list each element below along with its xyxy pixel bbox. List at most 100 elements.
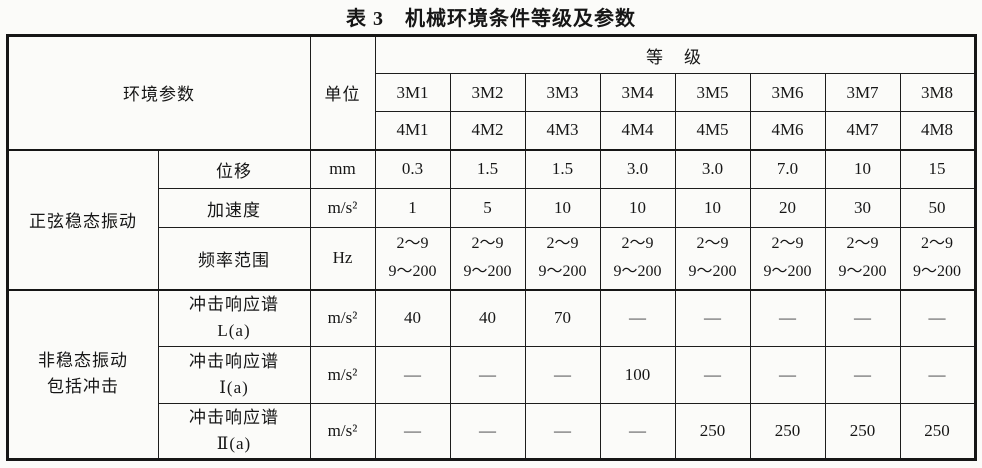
value-cell: 2～9 9～200 — [674, 227, 751, 290]
group-label-line1: 非稳态振动 — [38, 351, 128, 371]
freq-low: 2～9 — [696, 235, 729, 253]
row-srs-2: 冲击响应谱 Ⅱ(a) m/s² — — — — 250 250 250 250 — [7, 403, 976, 460]
grade-code-cell: 3M3 — [524, 73, 601, 112]
freq-high: 9～200 — [613, 263, 662, 281]
group-label-line2: 包括冲击 — [47, 377, 119, 397]
freq-low: 2～9 — [771, 235, 804, 253]
value-cell: 40 — [449, 288, 526, 347]
value-cell: 10 — [674, 188, 751, 228]
grade-code-cell: 3M5 — [674, 73, 751, 112]
value-cell: — — [899, 346, 976, 404]
freq-high: 9～200 — [538, 263, 587, 281]
table-title: 表 3 机械环境条件等级及参数 — [346, 8, 636, 30]
grade-code-cell: 4M4 — [599, 111, 676, 150]
value-cell: 100 — [599, 346, 676, 404]
value-cell: — — [524, 403, 601, 460]
value-cell: 1 — [374, 188, 451, 228]
grade-header-cell: 等 级 — [374, 35, 976, 74]
value-cell: 1.5 — [449, 148, 526, 189]
freq-high: 9～200 — [388, 263, 437, 281]
param-line2: Ⅱ(a) — [216, 434, 252, 453]
grade-code-cell: 4M1 — [374, 111, 451, 150]
value-cell: — — [374, 403, 451, 460]
grade-code-cell: 4M8 — [899, 111, 976, 150]
freq-high: 9～200 — [763, 263, 812, 281]
param-header-cell: 环境参数 — [6, 35, 311, 150]
freq-low: 2～9 — [471, 235, 504, 253]
value-cell: 70 — [524, 288, 601, 347]
param-cell: 冲击响应谱 L(a) — [157, 288, 311, 347]
value-cell: — — [824, 346, 901, 404]
value-cell: 10 — [524, 188, 601, 228]
grade-code-cell: 4M5 — [674, 111, 751, 150]
grade-code-cell: 4M2 — [449, 111, 526, 150]
value-cell: 2～9 9～200 — [524, 227, 601, 290]
freq-low: 2～9 — [621, 235, 654, 253]
value-cell: 2～9 9～200 — [449, 227, 526, 290]
group-nonsteady-vibration-cell: 非稳态振动 包括冲击 — [6, 288, 159, 460]
row-displacement: 正弦稳态振动 位移 mm 0.3 1.5 1.5 3.0 3.0 7.0 10 … — [6, 148, 976, 290]
value-cell: 30 — [824, 188, 901, 228]
param-line1: 冲击响应谱 — [189, 295, 279, 315]
unit-cell: mm — [309, 148, 376, 189]
freq-low: 2～9 — [920, 235, 953, 253]
value-cell: — — [674, 346, 751, 404]
unit-cell: m/s² — [309, 288, 376, 347]
grade-code-cell: 3M2 — [449, 73, 526, 112]
grade-code-cell: 3M1 — [374, 73, 451, 112]
grade-code-cell: 3M6 — [749, 73, 826, 112]
value-cell: 40 — [374, 288, 451, 347]
grade-code-cell: 3M8 — [899, 73, 976, 112]
header-row-4m: 4M1 4M2 4M3 4M4 4M5 4M6 4M7 4M8 — [7, 111, 976, 150]
value-cell: — — [374, 346, 451, 404]
unit-cell: m/s² — [309, 403, 376, 460]
value-cell: 250 — [674, 403, 751, 460]
param-line2: Ⅰ(a) — [219, 378, 249, 397]
freq-low: 2～9 — [846, 235, 879, 253]
value-cell: 10 — [599, 188, 676, 228]
value-cell: 7.0 — [749, 148, 826, 189]
value-cell: 2～9 9～200 — [749, 227, 826, 290]
value-cell: 2～9 9～200 — [899, 227, 976, 290]
freq-low: 2～9 — [396, 235, 429, 253]
unit-cell: m/s² — [309, 346, 376, 404]
value-cell: 20 — [749, 188, 826, 228]
value-cell: 1.5 — [524, 148, 601, 189]
freq-high: 9～200 — [688, 263, 737, 281]
value-cell: — — [749, 288, 826, 347]
value-cell: 10 — [824, 148, 901, 189]
value-cell: — — [824, 288, 901, 347]
unit-header-cell: 单位 — [309, 35, 376, 150]
value-cell: 250 — [749, 403, 826, 460]
value-cell: — — [599, 288, 676, 347]
value-cell: — — [449, 346, 526, 404]
freq-high: 9～200 — [463, 263, 512, 281]
unit-cell: Hz — [309, 227, 376, 290]
value-cell: 2～9 9～200 — [599, 227, 676, 290]
grade-code-cell: 4M6 — [749, 111, 826, 150]
value-cell: 0.3 — [374, 148, 451, 189]
value-cell: 250 — [899, 403, 976, 460]
value-cell: 250 — [824, 403, 901, 460]
value-cell: 2～9 9～200 — [374, 227, 451, 290]
param-cell: 位移 — [157, 148, 311, 189]
param-cell: 频率范围 — [157, 227, 311, 290]
environment-parameters-table: 环境参数 单位 等 级 3M1 3M2 3M3 3M4 3M5 3M6 3M7 … — [5, 34, 977, 461]
param-cell: 加速度 — [157, 188, 311, 228]
row-acceleration: 加速度 m/s² 1 5 10 10 10 20 30 50 — [7, 188, 976, 228]
value-cell: 50 — [899, 188, 976, 228]
freq-high: 9～200 — [912, 263, 961, 281]
header-row-3m: 3M1 3M2 3M3 3M4 3M5 3M6 3M7 3M8 — [7, 73, 976, 112]
param-line2: L(a) — [217, 321, 251, 341]
grade-code-cell: 4M7 — [824, 111, 901, 150]
value-cell: — — [449, 403, 526, 460]
value-cell: 3.0 — [674, 148, 751, 189]
row-frequency-range: 频率范围 Hz 2～9 9～200 2～9 9～200 2～9 9～200 2～… — [7, 227, 976, 290]
row-srs-l: 非稳态振动 包括冲击 冲击响应谱 L(a) m/s² 40 40 70 — — … — [6, 288, 976, 460]
grade-code-cell: 4M3 — [524, 111, 601, 150]
value-cell: — — [674, 288, 751, 347]
freq-high: 9～200 — [838, 263, 887, 281]
group-sine-vibration-cell: 正弦稳态振动 — [6, 148, 159, 290]
value-cell: — — [899, 288, 976, 347]
value-cell: 15 — [899, 148, 976, 189]
